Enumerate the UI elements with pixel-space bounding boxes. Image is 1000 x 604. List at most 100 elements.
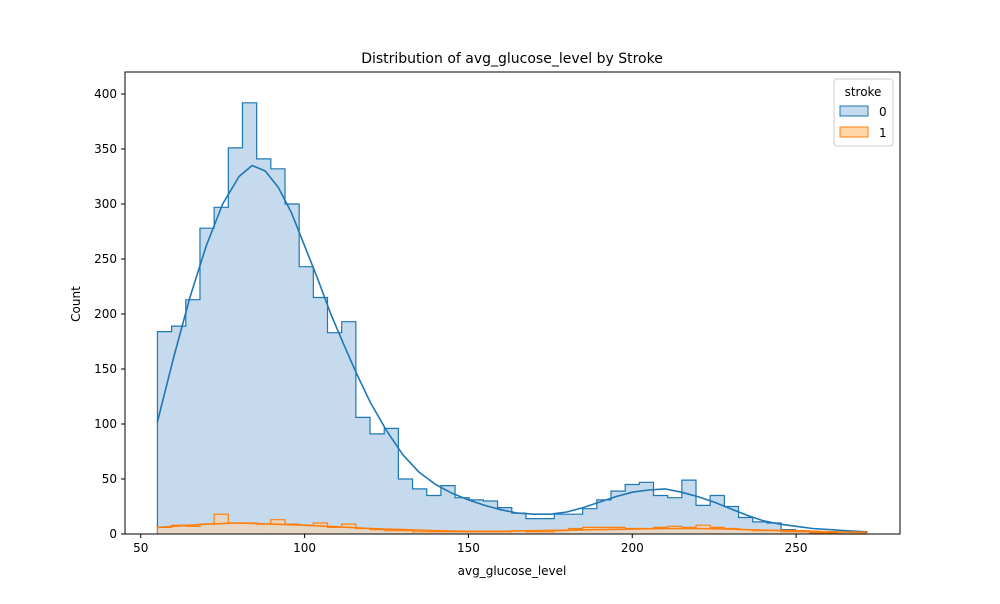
bar-0-48: [837, 531, 853, 534]
bar-1-37: [681, 527, 697, 534]
bar-1-42: [752, 530, 768, 534]
x-tick-label-250: 250: [785, 541, 808, 555]
bar-1-18: [412, 531, 428, 534]
bar-1-38: [696, 525, 711, 534]
bar-1-13: [341, 524, 357, 534]
plot-lines: [156, 102, 868, 535]
bar-0-11: [313, 297, 328, 534]
x-tick-label-200: 200: [621, 541, 644, 555]
bar-1-30: [582, 527, 598, 534]
bar-1-7: [256, 524, 272, 534]
bar-0-8: [270, 168, 286, 535]
bar-1-21: [455, 531, 470, 534]
bar-1-40: [724, 528, 739, 534]
bar-0-13: [341, 321, 357, 534]
bar-1-36: [667, 526, 683, 534]
bar-1-2: [185, 526, 201, 534]
y-axis-label: Count: [69, 286, 83, 322]
y-tick-label-350: 350: [94, 142, 117, 156]
y-tick-label-150: 150: [94, 362, 117, 376]
legend-swatch-1: [839, 126, 869, 138]
bar-0-0: [157, 331, 173, 534]
bar-0-7: [256, 158, 272, 534]
y-tick-label-400: 400: [94, 87, 117, 101]
series-0-step-outline: [156, 102, 867, 534]
y-tick-label-250: 250: [94, 252, 117, 266]
bar-0-5: [228, 147, 243, 534]
bar-1-16: [384, 530, 399, 534]
bar-1-5: [228, 523, 243, 534]
bar-0-9: [285, 204, 300, 534]
series-1-kde-line: [156, 522, 868, 534]
bar-0-43: [766, 523, 782, 534]
bar-0-15: [370, 433, 385, 534]
bar-0-16: [384, 428, 399, 534]
bar-1-0: [157, 527, 173, 534]
bar-0-34: [639, 482, 654, 534]
bar-0-28: [554, 514, 569, 534]
bar-1-23: [483, 531, 498, 534]
bar-0-22: [469, 499, 484, 534]
bar-0-12: [327, 332, 343, 534]
bar-1-20: [440, 531, 456, 534]
bar-0-21: [455, 497, 470, 534]
bar-0-32: [610, 491, 626, 534]
bar-1-17: [398, 530, 413, 534]
bar-1-44: [781, 531, 796, 534]
bar-1-19: [426, 531, 442, 534]
legend-swatch-0: [839, 105, 869, 117]
x-tick-label-150: 150: [457, 541, 480, 555]
bar-0-17: [398, 479, 413, 534]
plot-fills: [157, 102, 867, 535]
y-tick-label-300: 300: [94, 197, 117, 211]
bar-1-34: [639, 528, 654, 534]
bar-0-36: [667, 497, 683, 534]
x-tick-label-100: 100: [293, 541, 316, 555]
series-0-bars: [157, 102, 867, 535]
bar-0-40: [724, 506, 739, 534]
bar-1-12: [327, 527, 343, 534]
bar-1-3: [199, 524, 215, 534]
bar-1-27: [540, 531, 555, 534]
bar-1-35: [653, 527, 669, 534]
bar-0-3: [199, 228, 215, 534]
bar-1-22: [469, 531, 484, 534]
bar-1-15: [370, 529, 385, 534]
y-tick-label-0: 0: [109, 527, 117, 541]
bar-1-6: [242, 523, 258, 534]
bar-1-28: [554, 530, 569, 534]
bar-0-23: [483, 501, 498, 534]
bar-1-24: [497, 531, 513, 534]
bar-0-10: [299, 266, 314, 534]
legend-entry-1: 1: [879, 126, 887, 140]
bar-0-24: [497, 507, 513, 534]
bar-1-29: [568, 528, 584, 534]
bar-1-41: [738, 529, 754, 534]
bar-1-1: [171, 525, 187, 534]
y-tick-label-200: 200: [94, 307, 117, 321]
legend: stroke 0 1: [833, 78, 894, 147]
bar-1-14: [355, 528, 371, 534]
bar-0-14: [355, 417, 371, 534]
bar-1-10: [299, 525, 314, 534]
plot-frame: [124, 71, 901, 535]
bar-1-43: [766, 530, 782, 534]
series-0-kde-line: [156, 164, 868, 533]
y-tick-label-100: 100: [94, 417, 117, 431]
bar-1-31: [596, 527, 612, 534]
bar-0-25: [511, 513, 527, 534]
bar-0-20: [440, 485, 456, 534]
bar-1-32: [610, 527, 626, 534]
series-1-bars: [157, 514, 839, 534]
bar-1-33: [625, 528, 640, 534]
bar-0-6: [242, 102, 258, 535]
bar-0-1: [171, 326, 187, 534]
bar-1-8: [270, 519, 286, 534]
bar-1-45: [795, 531, 810, 534]
bar-1-39: [710, 527, 725, 534]
bar-1-11: [313, 523, 328, 534]
legend-title: stroke: [845, 85, 882, 99]
axes: 50 100 150 200 250 0 50 100 150 200 250 300 350 400: [94, 71, 901, 555]
